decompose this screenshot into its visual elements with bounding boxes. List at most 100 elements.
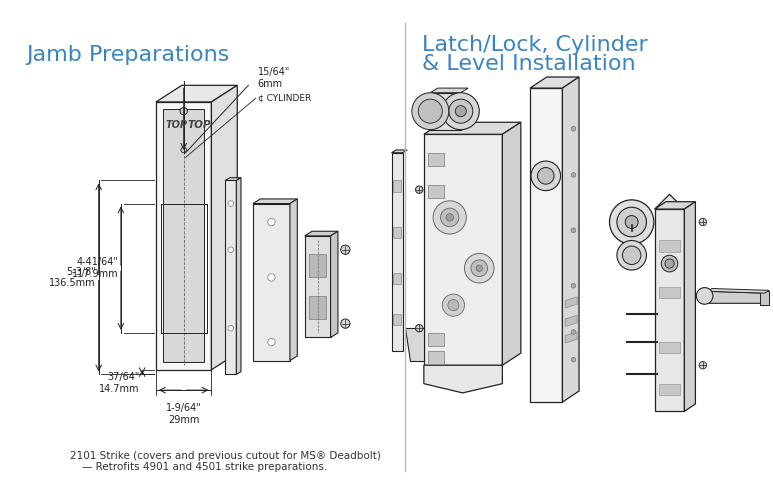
Text: 15/64"
6mm: 15/64" 6mm xyxy=(257,67,290,89)
Circle shape xyxy=(416,186,423,193)
Polygon shape xyxy=(655,209,684,411)
Circle shape xyxy=(571,330,576,334)
Circle shape xyxy=(228,201,233,206)
Circle shape xyxy=(442,294,465,316)
Circle shape xyxy=(267,338,275,346)
Polygon shape xyxy=(290,199,298,360)
Polygon shape xyxy=(424,134,502,365)
Circle shape xyxy=(267,274,275,281)
Polygon shape xyxy=(659,342,679,353)
Text: TOP: TOP xyxy=(187,120,211,130)
Polygon shape xyxy=(563,77,579,402)
Text: TOP: TOP xyxy=(165,120,187,130)
Polygon shape xyxy=(565,316,577,326)
Circle shape xyxy=(537,168,554,184)
Polygon shape xyxy=(163,109,204,362)
Circle shape xyxy=(442,93,479,130)
Circle shape xyxy=(448,300,459,311)
Text: 37/64"
14.7mm: 37/64" 14.7mm xyxy=(99,372,139,394)
Text: Latch/Lock, Cylinder: Latch/Lock, Cylinder xyxy=(422,35,648,55)
Circle shape xyxy=(476,265,482,272)
Polygon shape xyxy=(424,122,521,134)
Polygon shape xyxy=(431,88,468,93)
Circle shape xyxy=(418,99,442,123)
Circle shape xyxy=(446,213,454,221)
Circle shape xyxy=(441,208,459,227)
Circle shape xyxy=(228,247,233,252)
Polygon shape xyxy=(428,333,444,346)
Text: 2101 Strike (covers and previous cutout for MS® Deadbolt): 2101 Strike (covers and previous cutout … xyxy=(70,451,381,461)
Circle shape xyxy=(416,324,423,332)
Polygon shape xyxy=(393,227,400,238)
Circle shape xyxy=(571,357,576,362)
Polygon shape xyxy=(659,384,679,395)
Polygon shape xyxy=(655,202,696,209)
Circle shape xyxy=(341,245,350,254)
Text: Jamb Preparations: Jamb Preparations xyxy=(26,45,230,65)
Circle shape xyxy=(228,325,233,331)
Polygon shape xyxy=(684,202,696,411)
Circle shape xyxy=(699,218,707,226)
Text: — Retrofits 4901 and 4501 strike preparations.: — Retrofits 4901 and 4501 strike prepara… xyxy=(82,462,327,472)
Polygon shape xyxy=(405,328,424,360)
Polygon shape xyxy=(393,315,400,325)
Polygon shape xyxy=(225,177,241,180)
Circle shape xyxy=(665,259,674,268)
Polygon shape xyxy=(253,199,298,204)
Text: ¢ CYLINDER: ¢ CYLINDER xyxy=(257,94,311,103)
Polygon shape xyxy=(305,236,331,338)
Polygon shape xyxy=(309,296,326,319)
Polygon shape xyxy=(424,365,502,393)
Circle shape xyxy=(609,200,654,244)
Polygon shape xyxy=(391,153,403,352)
Circle shape xyxy=(571,228,576,233)
Polygon shape xyxy=(428,185,444,198)
Circle shape xyxy=(433,201,466,234)
Polygon shape xyxy=(253,204,290,360)
Circle shape xyxy=(622,246,641,265)
Polygon shape xyxy=(391,150,407,153)
Polygon shape xyxy=(428,153,444,166)
Circle shape xyxy=(267,218,275,226)
Circle shape xyxy=(455,106,466,117)
Polygon shape xyxy=(530,88,563,402)
Polygon shape xyxy=(707,291,764,303)
Polygon shape xyxy=(565,332,577,343)
Polygon shape xyxy=(309,254,326,278)
Circle shape xyxy=(571,126,576,131)
Polygon shape xyxy=(655,194,684,209)
Polygon shape xyxy=(707,288,769,293)
Polygon shape xyxy=(659,287,679,298)
Polygon shape xyxy=(305,231,338,236)
Polygon shape xyxy=(393,180,400,192)
Circle shape xyxy=(180,107,187,115)
Polygon shape xyxy=(659,241,679,251)
Text: & Level Installation: & Level Installation xyxy=(422,54,635,74)
Text: 5-3/8"
136.5mm: 5-3/8" 136.5mm xyxy=(49,267,96,288)
Circle shape xyxy=(661,255,678,272)
Circle shape xyxy=(617,241,646,270)
Circle shape xyxy=(181,147,186,153)
Polygon shape xyxy=(211,85,237,370)
Polygon shape xyxy=(530,77,579,88)
Circle shape xyxy=(449,99,473,123)
Polygon shape xyxy=(225,180,237,374)
Circle shape xyxy=(699,361,707,369)
Polygon shape xyxy=(393,273,400,284)
Polygon shape xyxy=(428,352,444,364)
Circle shape xyxy=(696,287,713,304)
Circle shape xyxy=(571,173,576,177)
Polygon shape xyxy=(156,85,237,102)
Polygon shape xyxy=(502,122,521,365)
Polygon shape xyxy=(331,231,338,338)
Polygon shape xyxy=(237,177,241,374)
Circle shape xyxy=(617,207,646,237)
Circle shape xyxy=(571,283,576,288)
Circle shape xyxy=(465,253,494,283)
Circle shape xyxy=(412,93,449,130)
Polygon shape xyxy=(156,102,211,370)
Polygon shape xyxy=(565,297,577,308)
Circle shape xyxy=(531,161,560,191)
Text: 4-41/64"
117.9mm: 4-41/64" 117.9mm xyxy=(71,257,118,279)
Polygon shape xyxy=(760,291,769,305)
